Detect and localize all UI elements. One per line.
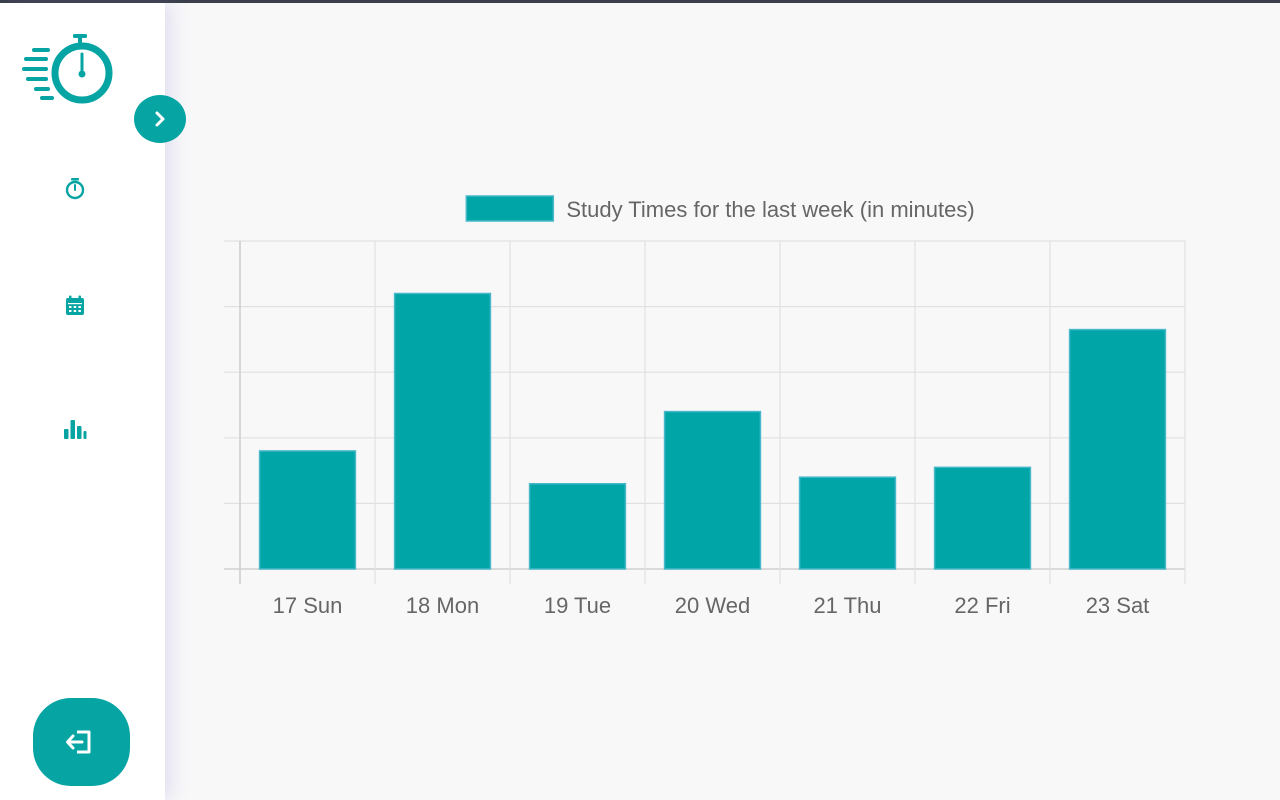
sidebar [0, 3, 165, 800]
chart-bar[interactable] [393, 292, 492, 570]
chart-bar[interactable] [663, 410, 762, 570]
chart-bars [258, 292, 1167, 570]
chart-bar[interactable] [528, 482, 627, 570]
study-times-chart: 17 Sun 18 Mon 19 Tue 20 Wed 21 Thu 22 Fri 23 S… [224, 195, 1186, 618]
x-tick-label: 17 Sun [273, 593, 343, 618]
bar-chart-icon[interactable] [62, 415, 88, 441]
chart-x-ticks: 17 Sun 18 Mon 19 Tue 20 Wed 21 Thu 22 Fri 23 S… [273, 593, 1150, 618]
legend-label: Study Times for the last week (in minute… [566, 197, 974, 222]
x-tick-label: 21 Thu [813, 593, 881, 618]
x-tick-label: 18 Mon [406, 593, 479, 618]
chart-bar[interactable] [258, 450, 357, 570]
sidebar-toggle-button[interactable] [134, 95, 186, 143]
x-tick-label: 22 Fri [954, 593, 1010, 618]
chart-bar[interactable] [1068, 328, 1167, 570]
x-tick-label: 20 Wed [675, 593, 750, 618]
x-tick-label: 19 Tue [544, 593, 611, 618]
chart-bar[interactable] [798, 476, 897, 570]
logout-button[interactable] [33, 698, 130, 786]
chart-bar[interactable] [933, 466, 1032, 570]
chart-legend[interactable]: Study Times for the last week (in minute… [465, 195, 975, 222]
stopwatch-icon[interactable] [62, 175, 88, 201]
chevron-right-icon [155, 111, 165, 127]
legend-swatch [465, 195, 555, 222]
calendar-icon[interactable] [62, 293, 88, 319]
main-content: 17 Sun 18 Mon 19 Tue 20 Wed 21 Thu 22 Fri 23 S… [165, 3, 1280, 800]
logout-icon [66, 730, 91, 754]
stopwatch-logo-icon [20, 31, 118, 111]
window-top-border [0, 0, 1280, 3]
x-tick-label: 23 Sat [1086, 593, 1150, 618]
